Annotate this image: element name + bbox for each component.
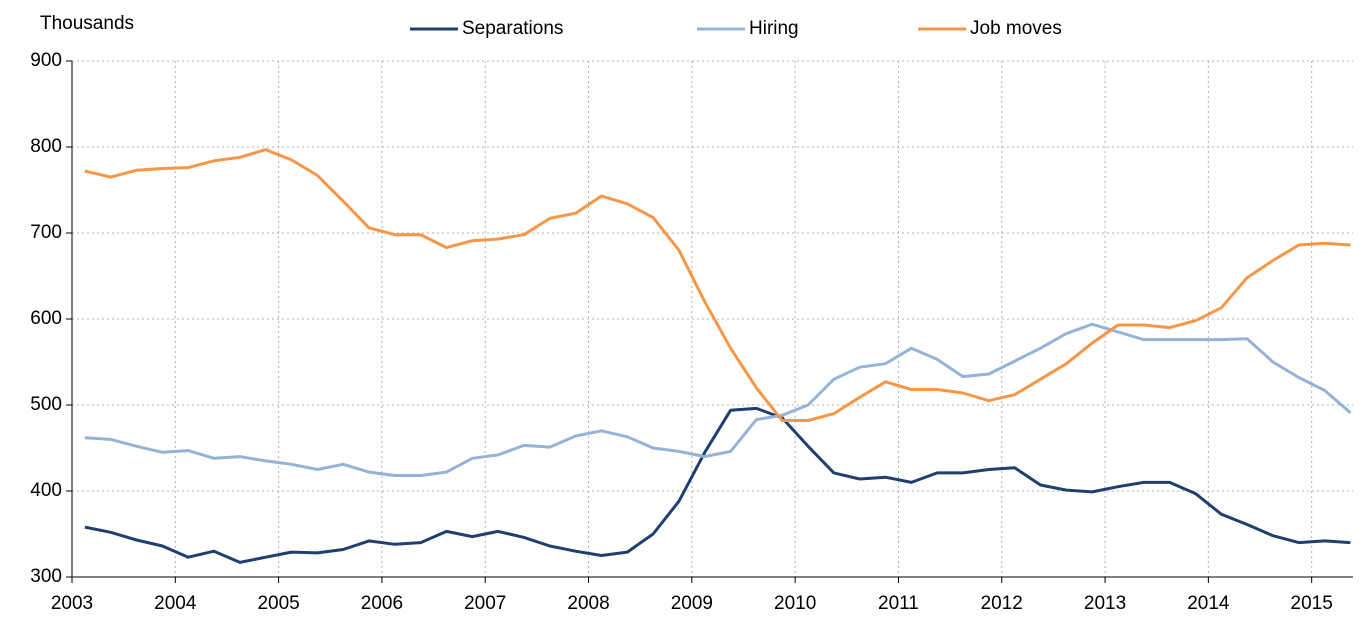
x-tick-label: 2009	[671, 593, 713, 614]
legend-label: Job moves	[970, 18, 1062, 39]
x-tick-label: 2011	[878, 593, 919, 614]
y-tick-label: 500	[30, 394, 62, 415]
y-tick-label: 700	[30, 222, 62, 243]
legend-label: Separations	[462, 18, 563, 39]
x-tick-label: 2012	[981, 593, 1023, 614]
x-tick-label: 2005	[257, 593, 299, 614]
x-tick-label: 2015	[1291, 593, 1333, 614]
y-axis-label: Thousands	[40, 13, 134, 34]
x-tick-label: 2006	[361, 593, 403, 614]
series-line	[84, 406, 1351, 564]
x-tick-label: 2008	[567, 593, 609, 614]
y-tick-label: 900	[30, 50, 62, 71]
x-tick-label: 2003	[51, 593, 93, 614]
x-tick-label: 2014	[1187, 593, 1230, 614]
series-line	[84, 322, 1352, 477]
y-tick-label: 800	[30, 136, 62, 157]
x-tick-label: 2010	[774, 593, 816, 614]
y-tick-label: 300	[30, 566, 62, 587]
series-line	[84, 148, 1351, 422]
x-tick-label: 2007	[464, 593, 506, 614]
y-tick-label: 600	[30, 308, 62, 329]
y-tick-label: 400	[30, 480, 62, 501]
x-tick-label: 2004	[154, 593, 197, 614]
x-tick-label: 2013	[1084, 593, 1126, 614]
legend-label: Hiring	[749, 18, 799, 39]
